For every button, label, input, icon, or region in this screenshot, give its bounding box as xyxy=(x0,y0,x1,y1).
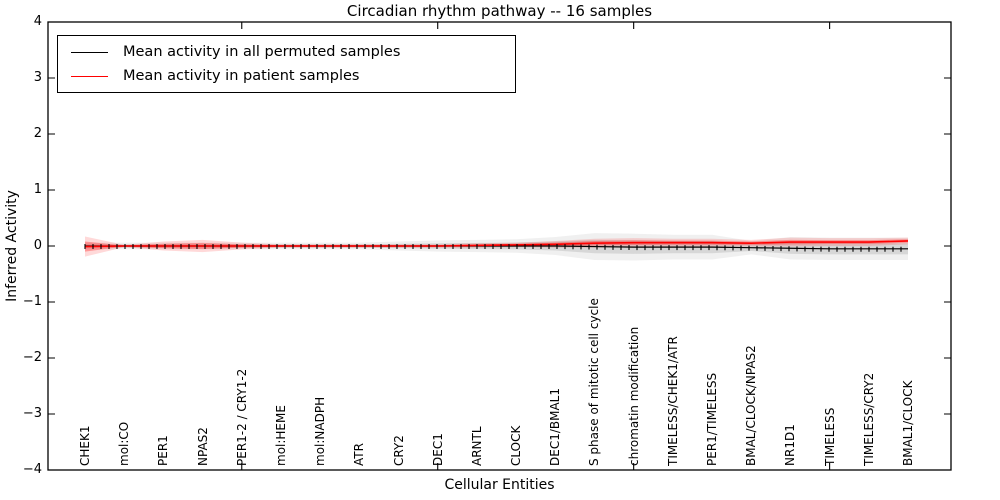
legend-entry-patient: Mean activity in patient samples xyxy=(58,68,515,84)
x-axis-label: Cellular Entities xyxy=(444,477,555,493)
y-tick-label: −4 xyxy=(22,462,42,477)
y-tick-label: −2 xyxy=(22,350,42,365)
legend-entry-permuted: Mean activity in all permuted samples xyxy=(58,44,515,60)
x-tick-label: mol:NADPH xyxy=(313,396,328,466)
patient-line-sample xyxy=(71,75,108,77)
x-tick-label: DEC1/BMAL1 xyxy=(548,388,563,466)
permuted-line-sample xyxy=(71,51,108,53)
mean-lines xyxy=(84,240,909,252)
x-tick-label: PER1/TIMELESS xyxy=(705,372,720,466)
y-tick-label: 3 xyxy=(33,70,42,85)
y-tick-label: −1 xyxy=(22,294,42,309)
x-tick-label: PER1-2 / CRY1-2 xyxy=(234,368,249,466)
x-tick-label: CRY2 xyxy=(391,435,406,466)
x-tick-label: BMAL/CLOCK/NPAS2 xyxy=(744,345,759,466)
chart-title: Circadian rhythm pathway -- 16 samples xyxy=(346,2,653,20)
x-tick-label: CHEK1 xyxy=(78,425,92,467)
x-tick-label: mol:HEME xyxy=(273,405,288,466)
legend: Mean activity in all permuted samples Me… xyxy=(57,35,516,93)
uncertainty-bands xyxy=(85,233,908,261)
x-tick-label: DEC1 xyxy=(430,433,445,466)
y-tick-label: 4 xyxy=(33,14,42,29)
x-tick-label: CLOCK xyxy=(509,425,524,466)
y-tick-label: −3 xyxy=(22,406,42,421)
x-tick-label: PER1 xyxy=(156,435,171,466)
x-tick-label: TIMELESS xyxy=(822,407,837,466)
y-tick-label: 1 xyxy=(33,182,42,197)
x-tick-label: S phase of mitotic cell cycle xyxy=(587,298,602,466)
x-tick-label: NR1D1 xyxy=(783,424,798,466)
x-tick-label: TIMELESS/CHEK1/ATR xyxy=(665,336,680,466)
axis-ticks xyxy=(48,21,951,471)
x-tick-label: ARNTL xyxy=(469,426,484,466)
x-tick-label: NPAS2 xyxy=(195,427,210,466)
x-tick-label: TIMELESS/CRY2 xyxy=(861,372,876,466)
x-tick-label: chromatin modification xyxy=(626,326,641,466)
x-tick-label: BMAL1/CLOCK xyxy=(901,380,915,467)
y-tick-label: 2 xyxy=(33,126,42,141)
legend-label-patient: Mean activity in patient samples xyxy=(123,68,360,84)
y-tick-label: 0 xyxy=(33,238,42,253)
legend-label-permuted: Mean activity in all permuted samples xyxy=(123,44,401,60)
x-tick-label: mol:CO xyxy=(117,421,132,466)
x-tick-label: ATR xyxy=(352,443,367,466)
